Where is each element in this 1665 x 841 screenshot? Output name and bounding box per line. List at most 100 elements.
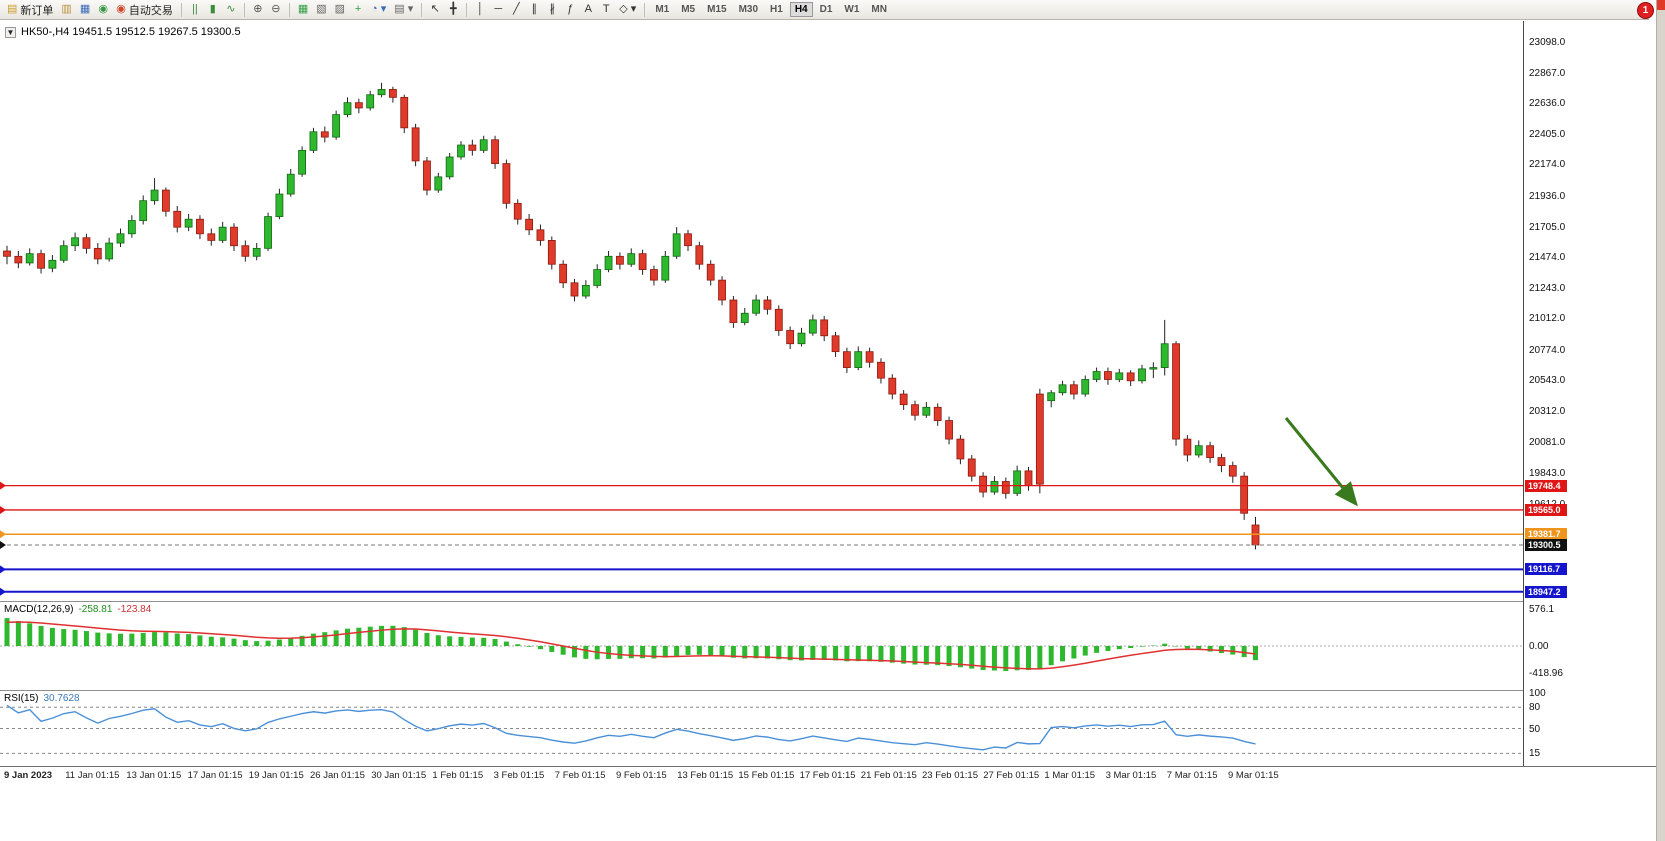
tile-windows-icon: ▦ <box>297 3 309 15</box>
level-price-tag[interactable]: 19748.4 <box>1525 479 1567 492</box>
periods-button[interactable]: ◔ ▾ <box>368 1 389 18</box>
periods-icon: ◔ ▾ <box>371 3 387 15</box>
trend-arrow-annotation[interactable] <box>1284 417 1358 507</box>
time-axis-label: 17 Feb 01:15 <box>799 770 856 781</box>
level-price-tag[interactable]: 18947.2 <box>1525 585 1567 598</box>
label-button[interactable]: T <box>598 1 614 18</box>
auto-trading-button[interactable]: ◉ 自动交易 <box>113 1 176 18</box>
macd-panel-chart[interactable] <box>0 602 1523 690</box>
level-price-tag[interactable]: 19565.0 <box>1525 503 1567 516</box>
rsi-axis-label: 50 <box>1529 723 1541 735</box>
time-axis-label: 30 Jan 01:15 <box>371 770 427 781</box>
shapes-icon: ◇ ▾ <box>619 3 637 15</box>
level-left-marker <box>0 481 6 490</box>
time-axis-label: 7 Feb 01:15 <box>554 770 606 781</box>
channel-icon: ∥ <box>531 3 538 15</box>
timeframe-m5-button[interactable]: M5 <box>676 2 700 17</box>
time-axis-label: 26 Jan 01:15 <box>310 770 365 781</box>
market-watch-button[interactable]: ▦ <box>77 1 93 18</box>
auto-trading-button-label: 自动交易 <box>128 4 173 17</box>
cursor-button[interactable]: ↖ <box>427 1 443 18</box>
time-axis[interactable]: 9 Jan 2023 11 Jan 01:15 13 Jan 01:15 17 Jan… <box>0 766 1657 786</box>
notification-badge[interactable]: 1 <box>1637 2 1654 19</box>
time-axis-label: 17 Jan 01:15 <box>187 770 243 781</box>
equidistant-channel-icon: ∦ <box>549 3 556 15</box>
time-axis-label: 7 Mar 01:15 <box>1166 770 1218 781</box>
new-order-button[interactable]: ▤ 新订单 <box>4 1 56 18</box>
timeframe-m30-button[interactable]: M30 <box>734 2 763 17</box>
zoom-out-icon: ⊖ <box>271 3 281 15</box>
vertical-line-button[interactable]: │ <box>472 1 488 18</box>
scroll-top-button[interactable] <box>1657 0 1665 10</box>
macd-axis-label: 576.1 <box>1529 603 1555 615</box>
crosshair-button[interactable]: ╋ <box>445 1 461 18</box>
equidistant-button[interactable]: ∦ <box>544 1 560 18</box>
candles <box>3 82 1260 550</box>
price-axis-label: 20081.0 <box>1529 436 1566 448</box>
level-price-tag[interactable]: 19116.7 <box>1525 563 1567 576</box>
bars-chart-button[interactable]: || <box>187 1 203 18</box>
price-axis-label: 20543.0 <box>1529 375 1566 387</box>
candles-chart-icon: ▮ <box>209 3 216 15</box>
trendline-button[interactable]: ╱ <box>508 1 524 18</box>
macd-axis-label: -418.96 <box>1529 668 1563 680</box>
cascade-windows-button[interactable]: ▧ <box>313 1 329 18</box>
candles-chart-button[interactable]: ▮ <box>205 1 221 18</box>
toolbar-separator <box>421 2 423 17</box>
time-axis-label: 9 Mar 01:15 <box>1228 770 1279 781</box>
rsi-label: RSI(15) 30.7628 <box>4 693 80 704</box>
timeframe-w1-button[interactable]: W1 <box>839 2 864 17</box>
timeframe-m1-button[interactable]: M1 <box>650 2 674 17</box>
templates-button[interactable]: ▤ ▾ <box>391 1 416 18</box>
price-axis-label: 22636.0 <box>1529 98 1566 110</box>
panel-separator[interactable] <box>0 601 1657 602</box>
toolbar: ▤ 新订单 ▥ ▦ ◉ ◉ 自动交易 || ▮ ∿ ⊕ ⊖ ▦ ▧ ▨ + ◔ ▾ ▤ ▾ ↖ ╋ │ ─ ╱ ∥ ∦ ƒ A T ◇ … <box>0 0 1649 20</box>
panel-separator[interactable] <box>0 690 1657 691</box>
price-axis[interactable]: 23098.0 22867.0 22636.0 22405.0 22174.0 21936… <box>1523 21 1658 766</box>
scrollbar[interactable] <box>1656 0 1665 841</box>
fibonacci-icon: ƒ <box>567 3 574 15</box>
rsi-panel-chart[interactable] <box>0 691 1523 766</box>
horizontal-line-icon: ─ <box>494 3 503 15</box>
auto-trading-icon: ◉ <box>116 3 126 15</box>
indicators-button[interactable]: + <box>350 1 366 18</box>
arrange-windows-button[interactable]: ▨ <box>332 1 348 18</box>
level-price-tag[interactable]: 19381.7 <box>1525 528 1567 541</box>
price-chart[interactable] <box>0 21 1523 601</box>
level-left-marker <box>0 505 6 514</box>
zoom-in-button[interactable]: ⊕ <box>250 1 266 18</box>
timeframe-d1-button[interactable]: D1 <box>815 2 838 17</box>
market-watch-icon: ▦ <box>79 3 91 15</box>
time-axis-label: 9 Feb 01:15 <box>616 770 667 781</box>
line-chart-button[interactable]: ∿ <box>223 1 239 18</box>
tile-windows-button[interactable]: ▦ <box>295 1 311 18</box>
macd-signal-value: -123.84 <box>117 604 152 615</box>
shapes-button[interactable]: ◇ ▾ <box>616 1 639 18</box>
current-price-tag[interactable]: 19300.5 <box>1525 538 1567 551</box>
chart-collapse-button[interactable]: ▼ <box>5 26 16 38</box>
fibonacci-button[interactable]: ƒ <box>562 1 578 18</box>
horizontal-line-button[interactable]: ─ <box>490 1 506 18</box>
time-axis-label: 1 Mar 01:15 <box>1044 770 1096 781</box>
price-axis-label: 21243.0 <box>1529 282 1566 294</box>
navigator-button[interactable]: ◉ <box>95 1 111 18</box>
timeframe-m15-button[interactable]: M15 <box>702 2 731 17</box>
rsi-line <box>6 704 1256 751</box>
timeframe-mn-button[interactable]: MN <box>866 2 892 17</box>
profiles-button[interactable]: ▥ <box>58 1 74 18</box>
cascade-windows-icon: ▧ <box>316 3 327 15</box>
timeframe-h1-button[interactable]: H1 <box>765 2 788 17</box>
timeframe-h4-button[interactable]: H4 <box>789 2 813 17</box>
text-button[interactable]: A <box>580 1 596 18</box>
rsi-axis-label: 100 <box>1529 688 1546 699</box>
price-axis-label: 21012.0 <box>1529 313 1566 325</box>
arrange-windows-icon: ▨ <box>334 3 346 15</box>
zoom-out-button[interactable]: ⊖ <box>268 1 284 18</box>
cursor-icon: ↖ <box>430 3 440 15</box>
channel-button[interactable]: ∥ <box>526 1 542 18</box>
label-icon: T <box>602 3 610 15</box>
new-order-button-label: 新订单 <box>20 4 54 17</box>
rsi-name: RSI(15) <box>4 693 39 704</box>
price-axis-label: 21705.0 <box>1529 221 1566 233</box>
price-axis-label: 22405.0 <box>1529 128 1566 140</box>
